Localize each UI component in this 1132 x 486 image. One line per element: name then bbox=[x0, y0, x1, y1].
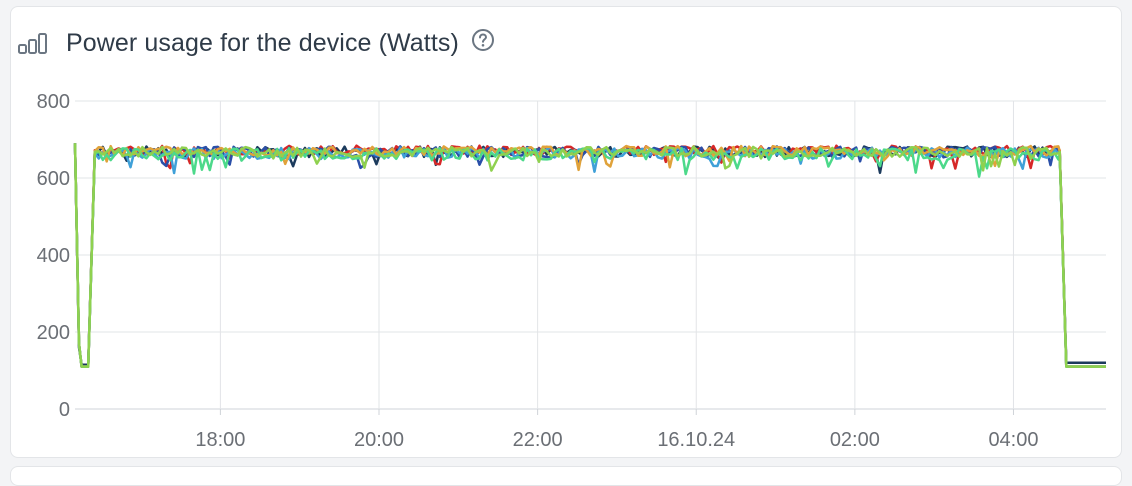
series-line bbox=[73, 143, 1106, 368]
y-tick-label: 400 bbox=[37, 245, 70, 267]
series-line bbox=[73, 143, 1106, 368]
x-tick-label: 18:00 bbox=[195, 429, 245, 451]
y-tick-label: 0 bbox=[59, 399, 70, 421]
y-tick-label: 600 bbox=[37, 168, 70, 190]
chart-title: Power usage for the device (Watts) bbox=[66, 28, 459, 57]
x-tick-label: 16.10.24 bbox=[657, 429, 735, 451]
y-tick-label: 800 bbox=[37, 91, 70, 113]
x-tick-label: 20:00 bbox=[354, 429, 404, 451]
bar-chart-icon bbox=[18, 32, 48, 54]
x-axis: 18:00 20:00 22:00 16.10.24 02:00 04:00 bbox=[195, 429, 1038, 451]
x-tick-label: 02:00 bbox=[830, 429, 880, 451]
chart-header: Power usage for the device (Watts) bbox=[18, 26, 495, 60]
power-line-chart: 0 200 400 600 800 18:00 20:00 22:00 16.10.24 02:… bbox=[37, 91, 1106, 451]
chart-series bbox=[73, 143, 1106, 368]
series-line bbox=[73, 143, 1106, 366]
chart-card bbox=[10, 6, 1122, 458]
y-tick-label: 200 bbox=[37, 322, 70, 344]
help-circle-icon[interactable] bbox=[471, 28, 495, 52]
y-axis: 0 200 400 600 800 bbox=[37, 91, 70, 421]
x-tick-label: 04:00 bbox=[988, 429, 1038, 451]
x-tick-label: 22:00 bbox=[513, 429, 563, 451]
